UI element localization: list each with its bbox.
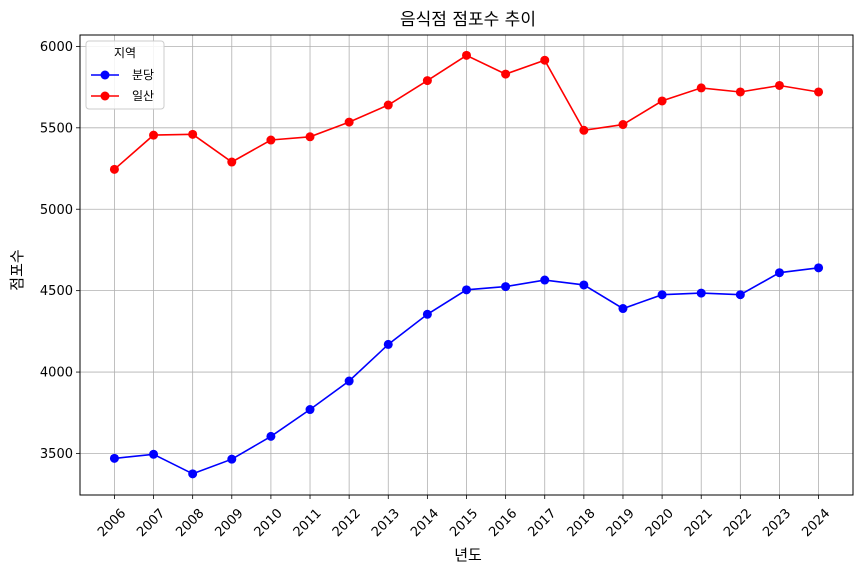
data-point	[266, 135, 276, 145]
x-tick-label: 2007	[134, 506, 168, 540]
grid-lines	[80, 35, 853, 495]
series-일산	[109, 50, 824, 174]
y-tick-label: 4000	[40, 366, 73, 381]
y-tick-label: 5500	[40, 121, 73, 136]
y-tick-label: 6000	[40, 40, 73, 55]
data-point	[579, 280, 589, 290]
data-point	[344, 376, 354, 386]
x-tick-label: 2009	[212, 506, 246, 540]
x-tick-label: 2020	[643, 506, 677, 540]
x-tick-label: 2017	[525, 506, 559, 540]
series-layer	[109, 50, 824, 479]
data-point	[422, 309, 432, 319]
data-point	[188, 129, 198, 139]
legend-title: 지역	[114, 46, 136, 60]
data-point	[735, 87, 745, 97]
data-point	[149, 130, 159, 140]
x-tick-label: 2019	[604, 506, 638, 540]
legend-label: 일산	[132, 89, 154, 103]
data-point	[109, 453, 119, 463]
data-point	[383, 100, 393, 110]
data-point	[227, 454, 237, 464]
data-point	[305, 132, 315, 142]
x-tick-label: 2016	[486, 506, 520, 540]
data-point	[501, 69, 511, 79]
data-point	[735, 290, 745, 300]
data-point	[540, 55, 550, 65]
data-point	[501, 282, 511, 292]
x-tick-label: 2013	[369, 506, 403, 540]
data-point	[383, 339, 393, 349]
x-tick-label: 2024	[799, 506, 833, 540]
x-tick-label: 2023	[760, 506, 794, 540]
legend-marker	[100, 91, 110, 101]
data-point	[696, 288, 706, 298]
data-point	[696, 83, 706, 93]
data-point	[344, 117, 354, 127]
data-point	[188, 469, 198, 479]
data-point	[149, 449, 159, 459]
x-tick-label: 2011	[291, 506, 325, 540]
x-tick-label: 2018	[565, 506, 599, 540]
x-tick-label: 2012	[330, 506, 364, 540]
y-tick-label: 5000	[40, 203, 73, 218]
data-point	[774, 268, 784, 278]
y-tick-label: 3500	[40, 447, 73, 462]
data-point	[462, 285, 471, 295]
data-point	[540, 275, 550, 285]
x-tick-label: 2008	[173, 506, 207, 540]
x-tick-label: 2006	[95, 506, 129, 540]
data-point	[814, 87, 824, 97]
data-point	[227, 157, 237, 167]
x-tick-label: 2015	[447, 506, 481, 540]
data-point	[109, 164, 119, 174]
data-point	[657, 96, 667, 106]
data-point	[266, 431, 276, 441]
x-tick-label: 2014	[408, 506, 442, 540]
data-point	[579, 125, 589, 135]
y-axis: 3500 4000 4500 5000 5500 6000	[40, 40, 80, 462]
x-axis-title: 년도	[454, 546, 482, 564]
legend-marker	[100, 70, 110, 80]
y-axis-title: 점포수	[8, 249, 26, 290]
data-point	[305, 405, 315, 415]
data-point	[774, 80, 784, 90]
data-point	[618, 120, 628, 130]
y-tick-label: 4500	[40, 284, 73, 299]
data-point	[814, 263, 824, 273]
x-tick-label: 2022	[721, 506, 755, 540]
series-분당	[109, 263, 824, 479]
data-point	[657, 290, 667, 300]
data-point	[422, 76, 432, 86]
data-point	[618, 304, 628, 314]
data-point	[462, 50, 471, 60]
x-tick-label: 2021	[682, 506, 716, 540]
x-axis: 2006 2007 2008 2009 2010 2011 2012 2013 2014 2015…	[95, 495, 833, 540]
legend-label: 분당	[132, 68, 154, 82]
x-tick-label: 2010	[252, 506, 286, 540]
chart-title: 음식점 점포수 추이	[400, 10, 536, 30]
